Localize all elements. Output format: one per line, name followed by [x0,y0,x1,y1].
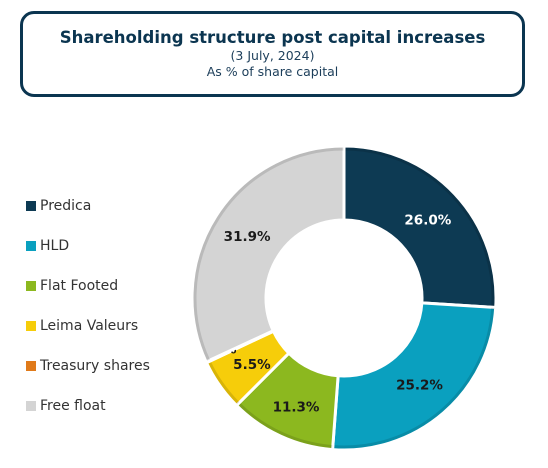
legend-swatch [26,241,36,251]
slice-free-float [190,144,346,364]
chart-title: Shareholding structure post capital incr… [59,28,486,47]
legend-swatch [26,281,36,291]
data-label-predica: 26.0% [404,212,451,228]
legend-swatch [26,401,36,411]
data-label-free-float: 31.9% [224,229,271,245]
legend-swatch [26,321,36,331]
slice-edge-hld [333,307,495,449]
data-label-leima-valeurs: 5.5% [233,357,271,373]
legend-label: Flat Footed [40,278,119,294]
legend-label: Free float [40,398,106,414]
title-box: Shareholding structure post capital incr… [20,11,525,97]
legend-label: Treasury shares [40,358,150,374]
legend-swatch [26,361,36,371]
chart-subtitle-unit: As % of share capital [206,64,339,79]
slice-edge-free-float [193,147,344,361]
legend-label: Leima Valeurs [40,318,139,334]
legend-label: Predica [40,198,92,214]
data-label-hld: 25.2% [396,378,443,394]
slice-edge-flat-footed [238,402,333,449]
slice-hld [331,301,498,452]
slice-predica [342,144,498,310]
legend-swatch [26,201,36,211]
legend-label: HLD [40,238,70,254]
slice-edge-leima-valeurs [208,361,240,404]
slice-edge-predica [344,147,495,307]
data-label-flat-footed: 11.3% [273,400,320,416]
chart-subtitle-date: (3 July, 2024) [230,48,315,63]
